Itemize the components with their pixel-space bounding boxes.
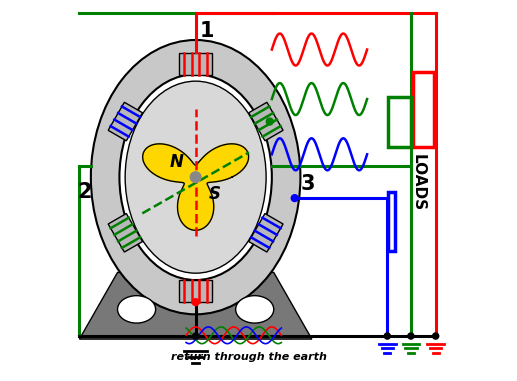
Circle shape	[190, 172, 201, 182]
Circle shape	[192, 299, 199, 306]
Polygon shape	[179, 53, 212, 75]
Polygon shape	[143, 144, 249, 230]
Polygon shape	[179, 280, 212, 302]
Circle shape	[291, 195, 298, 202]
Bar	[388, 97, 411, 147]
Circle shape	[384, 333, 390, 339]
Circle shape	[433, 333, 439, 339]
Polygon shape	[108, 102, 143, 141]
Ellipse shape	[236, 296, 273, 323]
Ellipse shape	[117, 296, 156, 323]
Polygon shape	[249, 213, 283, 252]
Text: 1: 1	[200, 21, 214, 41]
Polygon shape	[108, 213, 143, 252]
Ellipse shape	[91, 40, 300, 314]
Circle shape	[266, 118, 273, 125]
Ellipse shape	[119, 74, 272, 280]
Polygon shape	[80, 272, 312, 339]
Circle shape	[193, 333, 199, 339]
Text: 3: 3	[300, 174, 315, 194]
Text: S: S	[209, 185, 221, 203]
Text: 2: 2	[78, 182, 92, 202]
Bar	[388, 192, 395, 251]
Text: N: N	[170, 153, 184, 171]
Circle shape	[408, 333, 414, 339]
Bar	[413, 72, 434, 147]
Polygon shape	[249, 102, 283, 141]
Text: LOADS: LOADS	[410, 154, 425, 211]
Text: return through the earth: return through the earth	[171, 352, 327, 362]
Ellipse shape	[125, 81, 266, 273]
